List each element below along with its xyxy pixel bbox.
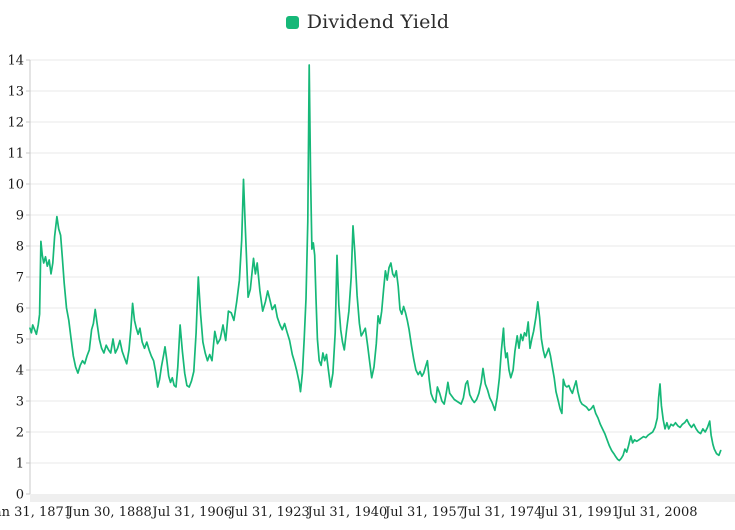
- y-axis-tick-label: 6: [16, 302, 24, 317]
- x-axis-tick-label: Jul 31, 1940: [306, 505, 388, 520]
- x-axis-tick-label: Jun 30, 1888: [66, 505, 152, 520]
- x-axis-baseline-band: [30, 494, 735, 502]
- y-axis-tick-label: 5: [16, 333, 24, 348]
- y-axis-tick-label: 0: [16, 488, 24, 503]
- x-axis-tick-label: Jul 31, 2008: [616, 505, 698, 520]
- dividend-yield-series-line: [29, 64, 722, 462]
- x-axis-tick-label: Jul 31, 1957: [383, 505, 465, 520]
- y-axis-tick-label: 2: [16, 426, 24, 441]
- y-axis-tick-label: 7: [16, 271, 24, 286]
- y-axis-tick-label: 9: [16, 209, 24, 224]
- y-axis-tick-label: 11: [7, 147, 24, 162]
- y-axis-tick-label: 4: [16, 364, 24, 379]
- x-axis-tick-label: Jul 31, 1923: [228, 505, 310, 520]
- x-axis-tick-label: Jan 31, 1871: [0, 505, 72, 520]
- legend-color-swatch-icon: [285, 15, 299, 29]
- x-axis-tick-label: Jul 31, 1991: [538, 505, 620, 520]
- x-axis-tick-label: Jul 31, 1974: [461, 505, 543, 520]
- y-axis-tick-label: 10: [7, 178, 24, 193]
- y-axis-tick-label: 13: [7, 85, 24, 100]
- y-axis-tick-label: 1: [16, 457, 24, 472]
- x-axis-tick-label: Jul 31, 1906: [150, 505, 232, 520]
- y-axis-tick-label: 8: [16, 240, 24, 255]
- y-axis-tick-label: 14: [7, 54, 24, 69]
- y-axis-tick-label: 12: [7, 116, 24, 131]
- chart-legend: Dividend Yield: [0, 11, 735, 33]
- y-axis-tick-label: 3: [16, 395, 24, 410]
- legend-series-label: Dividend Yield: [306, 11, 450, 33]
